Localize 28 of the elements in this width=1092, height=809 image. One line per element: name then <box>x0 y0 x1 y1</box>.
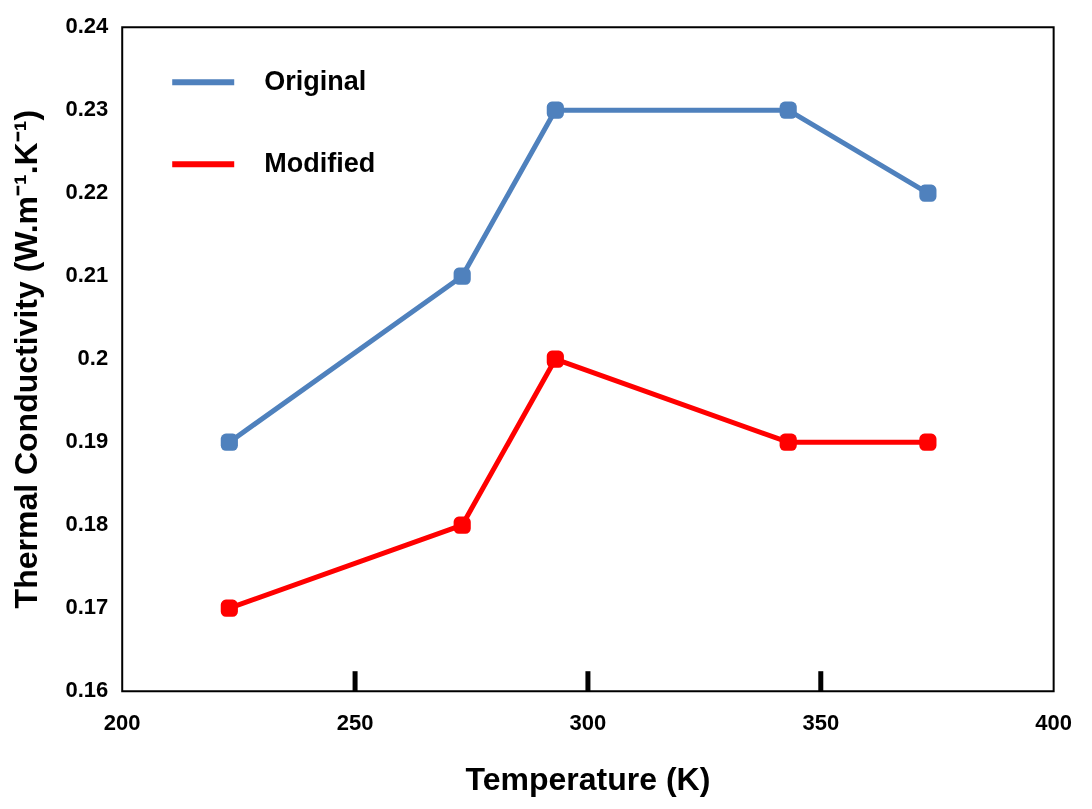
point <box>220 599 238 617</box>
y-tick-label: 0.19 <box>65 428 109 454</box>
y-tick-label: 0.22 <box>65 179 109 205</box>
y-tick-label: 0.24 <box>65 13 109 39</box>
x-axis-title: Temperature (K) <box>465 760 711 797</box>
point <box>919 433 937 451</box>
legend-label: Modified <box>264 147 376 178</box>
x-tick-label: 350 <box>802 710 840 736</box>
y-tick-label: 0.23 <box>65 96 109 122</box>
x-tick-label: 250 <box>336 710 374 736</box>
point <box>546 101 564 119</box>
point <box>453 516 471 534</box>
y-tick-label: 0.2 <box>77 345 109 371</box>
point <box>919 184 937 202</box>
legend-label: Original <box>264 65 367 96</box>
point <box>779 101 797 119</box>
y-tick-label: 0.21 <box>65 262 109 288</box>
y-axis-title: Thermal Conductivity (W.m⁻¹.K⁻¹) <box>8 109 45 609</box>
y-tick-label: 0.17 <box>65 594 109 620</box>
x-tick-label: 200 <box>103 710 141 736</box>
x-tick-label: 300 <box>569 710 607 736</box>
point <box>546 350 564 368</box>
point <box>453 267 471 285</box>
y-tick-label: 0.18 <box>65 511 109 537</box>
point <box>220 433 238 451</box>
x-tick-label: 400 <box>1035 710 1073 736</box>
y-tick-label: 0.16 <box>65 677 109 703</box>
point <box>779 433 797 451</box>
